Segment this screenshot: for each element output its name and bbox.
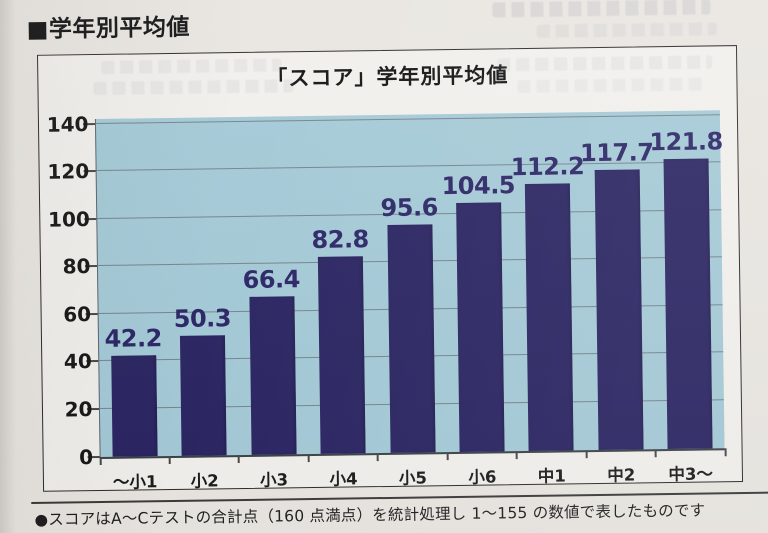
x-axis-tick [724,447,727,456]
x-axis-category-label: 中3～ [668,463,714,484]
bar-小4 [317,255,366,454]
x-axis-tick [307,453,310,462]
bar-小6 [456,202,505,452]
bar-value-label: 117.7 [579,137,654,167]
bleedthrough-text-artifact [93,79,294,96]
x-axis-category-label: 中2 [607,465,636,485]
x-axis-tick [237,454,241,463]
bar-value-label: 104.5 [441,171,516,201]
x-axis-tick [515,450,518,459]
y-axis-tick-label: 100 [47,206,90,232]
bar-～小1 [110,355,158,457]
bar-中2 [594,169,644,450]
y-axis-tick-label: 40 [63,349,92,374]
bar-value-label: 82.8 [311,224,369,254]
x-axis-tick [168,455,171,464]
x-axis-category-label: 中1 [537,465,566,486]
page-title: ■学年別平均値 [26,14,191,43]
footnote: ●スコアはA～Cテストの合計点（160 点満点）を統計処理し 1～155 の数値… [34,501,706,529]
bar-value-label: 121.8 [649,127,723,157]
x-axis-category-label: ～小1 [112,471,158,492]
x-axis-category-label: 小6 [468,466,497,487]
bar-小3 [249,295,297,455]
bar-value-label: 66.4 [242,264,301,294]
bleedthrough-text-artifact [536,22,717,38]
x-axis-category-label: 小2 [190,470,219,491]
bar-中3～ [663,158,713,449]
x-axis-tick [99,456,102,465]
bleedthrough-text-artifact [101,58,282,74]
y-axis-tick-label: 120 [47,159,90,184]
x-axis-tick [376,452,379,461]
y-axis-tick-label: 80 [62,254,91,279]
x-axis-tick [585,449,588,458]
bar-中1 [525,183,574,451]
grid-line [95,113,720,124]
x-axis-category-label: 小5 [398,467,428,488]
x-axis-tick [654,448,657,457]
bleedthrough-text-artifact [492,0,711,18]
y-axis-tick-label: 60 [63,301,92,327]
bar-小5 [386,224,436,453]
bleedthrough-text-artifact [517,77,708,94]
y-axis-tick-label: 20 [64,397,93,422]
bar-chart-plot-area: 0 20 40 60 80 100 120 140 42.2 ～小1 50.3 小2 66.4 小3 82.… [47,109,727,491]
chart-panel: 「スコア」学年別平均値 0 20 40 60 80 100 120 140 42.2 ～小1 50.… [37,45,744,492]
y-axis-tick-label: 0 [79,444,94,469]
bar-value-label: 95.6 [380,193,438,223]
x-axis-tick [446,451,449,460]
x-axis-category-label: 小3 [259,469,289,490]
bar-value-label: 42.2 [104,324,163,354]
x-axis-category-label: 小4 [329,468,358,489]
bar-value-label: 112.2 [510,151,585,181]
y-axis-tick-label: 140 [46,111,89,137]
bar-小2 [180,335,227,456]
bar-value-label: 50.3 [173,304,232,333]
